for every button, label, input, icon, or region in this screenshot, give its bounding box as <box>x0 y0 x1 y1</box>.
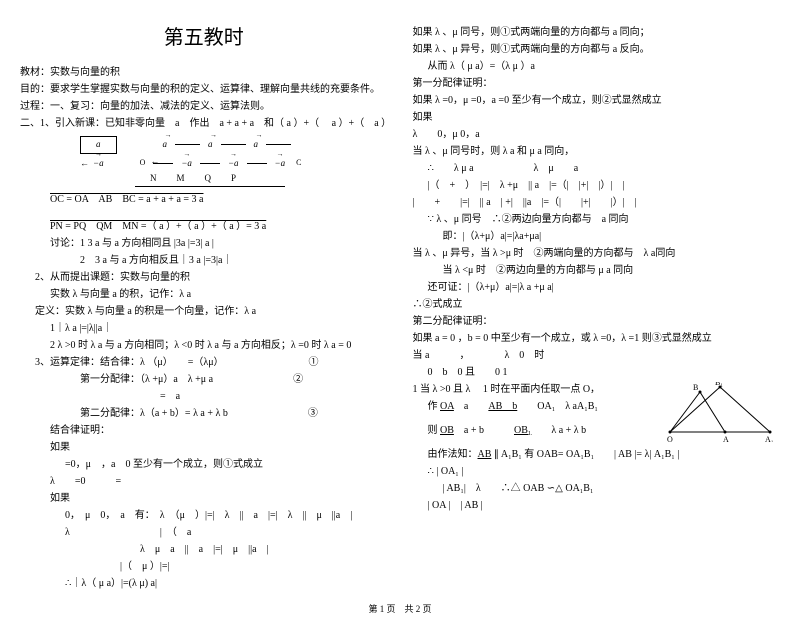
text-line: 讨论：1 3 a 与 a 方向相同且 |3a |=3| a | <box>20 236 388 251</box>
text-line: 如果 λ 、μ 同号，则①式两端向量的方向都与 a 同向； <box>413 25 781 40</box>
triangle-diagram: O A A₁ B B₁ <box>665 382 775 442</box>
text-line: ∴②式成立 <box>413 297 781 312</box>
text-line: 第一分配律证明： <box>413 76 781 91</box>
label-b1: B₁ <box>715 382 723 387</box>
vector-diagram: a a a a ←−a O←−a −a −a C N M Q P <box>20 136 388 187</box>
text-line: 第二分配律证明： <box>413 314 781 329</box>
text-line: 2 λ >0 时 λ a 与 a 方向相同；λ <0 时 λ a 与 a 方向相… <box>20 338 388 353</box>
formula-line: PN = PQ QM MN =（ a ）+（ a ）+（ a ）= 3 a <box>50 221 266 232</box>
text-line: 如果 <box>413 110 781 125</box>
text-line: 1｜λ a |=|λ||a｜ <box>20 321 388 336</box>
text-line: 3、运算定律：结合律：λ （μ） =（λμ） ① <box>20 355 388 370</box>
label-b: B <box>693 383 698 392</box>
text-line: 教材：实数与向量的积 <box>20 65 388 80</box>
text-line: 0 b 0 且 0 1 <box>413 365 781 380</box>
text-line: 第一分配律：（λ +μ）a λ +μ a ② <box>20 372 388 387</box>
text-line: λ μ a || a |=| μ ||a | <box>20 542 388 557</box>
text-line: 如果 λ 、μ 异号，则①式两端向量的方向都与 a 反向。 <box>413 42 781 57</box>
text-line: = a <box>20 389 388 404</box>
text-line: ∴｜λ（ μ a）|=(λ μ) a| <box>20 576 388 591</box>
text-line: | + |=| || a | +| ||a |=（| |+| |）| | <box>413 195 781 210</box>
text-line: | OA | | AB | <box>413 498 781 513</box>
text-line: 还可证：|（λ+μ）a|=|λ a +μ a| <box>413 280 781 295</box>
text-line: 2 3 a 与 a 方向相反且｜3 a |=3|a｜ <box>20 253 388 268</box>
text-line: 当 λ 、μ 异号，当 λ >μ 时 ②两端向量的方向都与 λ a同向 <box>413 246 781 261</box>
text-line: 如果 <box>20 440 388 455</box>
page-footer: 第 1 页 共 2 页 <box>20 603 780 617</box>
formula-line: OC = OA AB BC = a + a + a = 3 a <box>50 194 203 205</box>
text-line: 目的：要求学生掌握实数与向量的积的定义、运算律、理解向量共线的充要条件。 <box>20 82 388 97</box>
label-p: P <box>231 172 236 186</box>
text-line: 当 a ， λ 0 时 <box>413 348 781 363</box>
text-line: ∴ λ μ a λ μ a <box>413 161 781 176</box>
text-line: 当 λ <μ 时 ②两边向量的方向都与 μ a 同向 <box>413 263 781 278</box>
label-o: O <box>667 435 673 442</box>
text-line: ∴ | OA₁ | <box>413 464 781 479</box>
text-line: ∵ λ 、μ 同号 ∴②两边向量方向都与 a 同向 <box>413 212 781 227</box>
text-line: 即：|（λ+μ）a|=|λa+μa| <box>413 229 781 244</box>
text-line: 当 λ 、μ 同号时，则 λ a 和 μ a 同向， <box>413 144 781 159</box>
label-n: N <box>150 172 157 186</box>
text-line: 0， μ 0， a 有： λ （μ ）|=| λ || a |=| λ || μ… <box>20 508 388 523</box>
text-line: 如果 λ =0，μ =0，a =0 至少有一个成立，则②式显然成立 <box>413 93 781 108</box>
page-title: 第五教时 <box>20 23 388 53</box>
text-line: λ =0 = <box>20 474 388 489</box>
label-m: M <box>177 172 185 186</box>
text-line: 定义：实数 λ 与向量 a 的积是一个向量，记作：λ a <box>20 304 388 319</box>
text-line: 从而 λ（ μ a）=（λ μ ）a <box>413 59 781 74</box>
text-line: 结合律证明： <box>20 423 388 438</box>
label-a1: A₁ <box>765 435 774 442</box>
text-line: 如果 a = 0 ，b = 0 中至少有一个成立，或 λ =0，λ =1 则③式… <box>413 331 781 346</box>
text-line: λ | （ a <box>20 525 388 540</box>
text-line: 2、从而提出课题：实数与向量的积 <box>20 270 388 285</box>
text-line: λ 0，μ 0，a <box>413 127 781 142</box>
text-line: |（ + ） |=| λ +μ || a |=（| |+| |）| | <box>413 178 781 193</box>
text-line: 由作法知：AB ∥ A₁B₁ 有 OAB= OA₁B₁ | AB |= λ| A… <box>413 447 781 462</box>
text-line: 第二分配律：λ（a + b）= λ a + λ b ③ <box>20 406 388 421</box>
text-line: =0，μ ，a 0 至少有一个成立，则①式成立 <box>20 457 388 472</box>
text-line: 实数 λ 与向量 a 的积，记作：λ a <box>20 287 388 302</box>
text-line: 过程：一、复习：向量的加法、减法的定义、运算法则。 <box>20 99 388 114</box>
text-line: | AB₁| λ ∴△ OAB ∽△ OA₁B₁ <box>413 481 781 496</box>
text-line: 二、1、引入新课：已知非零向量 a 作出 a + a + a 和（ a ）+（ … <box>20 116 388 131</box>
text-line: 如果 <box>20 491 388 506</box>
text-line: |（ μ ）|=| <box>20 559 388 574</box>
label-q: Q <box>205 172 212 186</box>
label-a: A <box>723 435 729 442</box>
